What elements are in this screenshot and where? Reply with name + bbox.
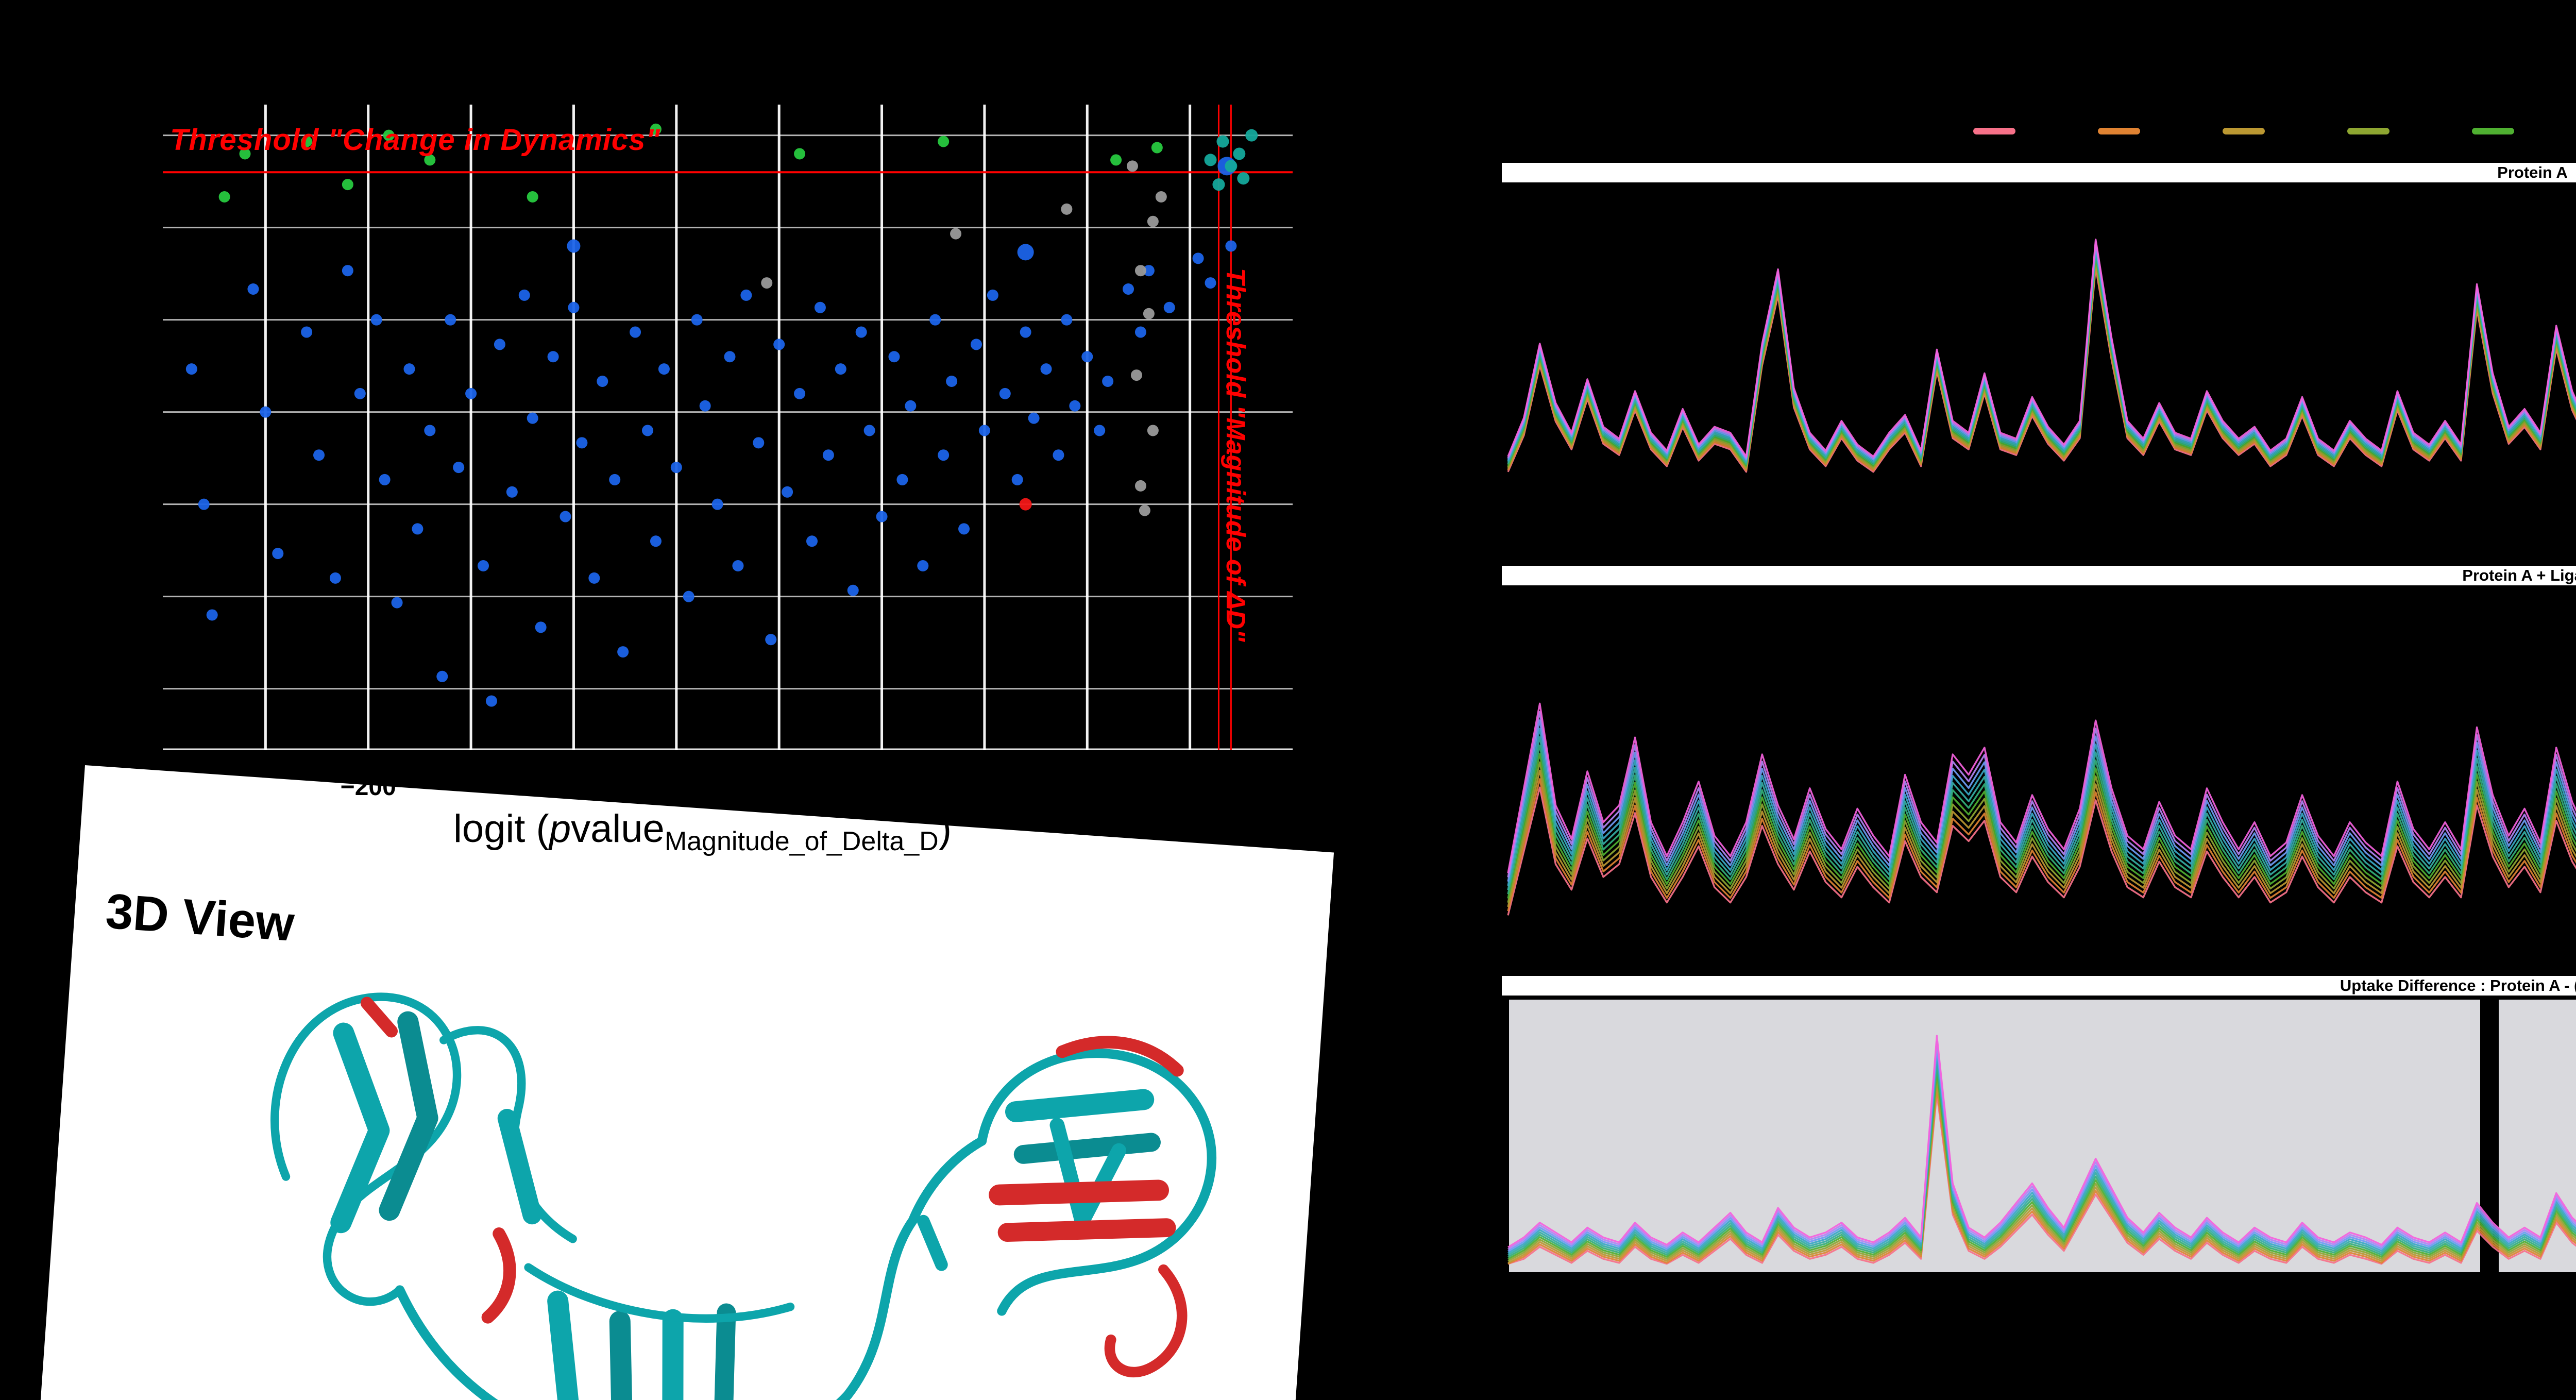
legend-dash[interactable] [2472, 128, 2514, 134]
x-axis-label-subscript: Magnitude_of_Delta_D [664, 826, 939, 857]
x-axis-label-p: p [549, 807, 571, 851]
uptake-difference-chart[interactable] [1502, 1000, 2576, 1275]
legend-dash[interactable] [2347, 128, 2389, 134]
panel-title-uptake-difference: Uptake Difference : Protein A - (Protein… [1502, 976, 2576, 996]
uptake-chart-protein-a-ligand[interactable] [1502, 587, 2576, 948]
protein-ribbon-illustration [270, 992, 1216, 1400]
x-tick-label: −100 [751, 773, 807, 801]
threshold-change-in-dynamics-label: Threshold "Change in Dynamics" [170, 123, 660, 157]
x-axis-label-prefix: logit ( [453, 807, 549, 851]
legend-dash[interactable] [2223, 128, 2265, 134]
volcano-scatter-plot[interactable] [163, 105, 1293, 750]
x-axis-label-suffix: ) [938, 807, 952, 851]
panel-title-protein-a: Protein A [1502, 163, 2576, 182]
series-legend [1973, 128, 2576, 136]
panel-title-protein-a-ligand: Protein A + Ligand [1502, 566, 2576, 585]
x-tick-label: −50 [963, 773, 1006, 801]
legend-dash[interactable] [1973, 128, 2015, 134]
uptake-chart-protein-a[interactable] [1502, 187, 2576, 537]
structure-3d-view-panel[interactable]: 3D View [37, 765, 1334, 1400]
x-axis-label-value: value [571, 807, 665, 851]
x-axis-label: logit (pvalueMagnitude_of_Delta_D) [453, 806, 952, 857]
threshold-magnitude-label: Threshold "Magnitude of ΔD" [1221, 268, 1250, 642]
legend-dash[interactable] [2098, 128, 2140, 134]
